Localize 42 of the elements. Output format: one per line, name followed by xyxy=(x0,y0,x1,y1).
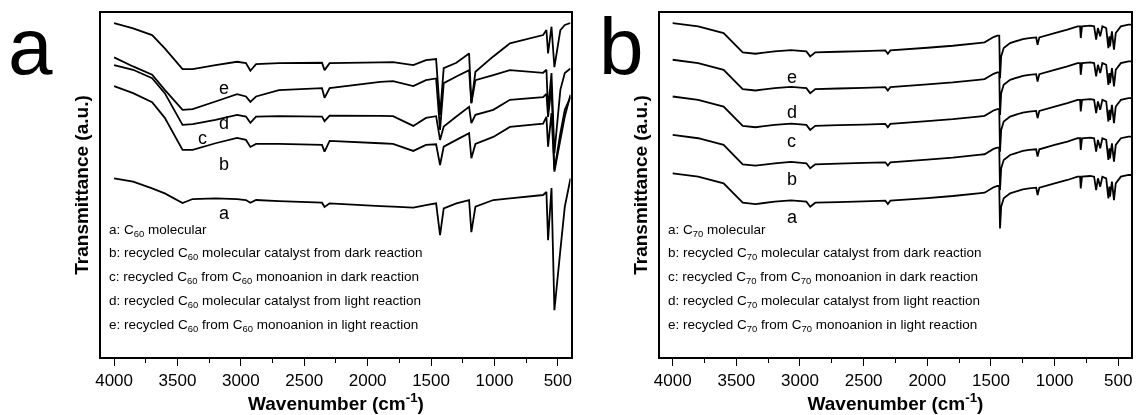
annotation: a xyxy=(219,203,230,223)
text: b xyxy=(599,2,644,91)
x-axis-title: Wavenumber (cm$^{-1}$) xyxy=(807,390,984,415)
annotation: e: recycled C$_{70}$ from C$_{70}$ monoanion in light reaction xyxy=(668,317,978,334)
annotation: c: recycled C$_{70}$ from C$_{70}$ monoanion in dark reaction xyxy=(668,269,978,286)
annotation: e xyxy=(787,67,798,87)
annotation: c xyxy=(787,131,796,151)
y-axis-title: Transmittance (a.u.) xyxy=(71,95,93,275)
annotation: d xyxy=(219,113,230,133)
x-tick-label: 1000 xyxy=(1035,371,1074,391)
x-tick-label: 4000 xyxy=(653,371,692,391)
annotation: b: recycled C$_{60}$ molecular catalyst from dark reaction xyxy=(109,245,423,262)
x-tick-label: 2000 xyxy=(348,371,387,391)
annotation: b xyxy=(787,169,798,189)
annotation: e: recycled C$_{60}$ from C$_{60}$ monoanion in light reaction xyxy=(109,317,419,334)
text: a xyxy=(8,2,53,91)
annotation: d xyxy=(787,102,798,122)
x-tick-label: 3500 xyxy=(158,371,197,391)
x-tick-label: 3000 xyxy=(781,371,819,391)
x-tick-label: 1500 xyxy=(412,371,450,391)
x-tick-label: 4000 xyxy=(95,371,133,391)
x-tick-label: 500 xyxy=(1104,371,1133,391)
annotation: d: recycled C$_{60}$ molecular catalyst from light reaction xyxy=(109,293,422,310)
annotation: c xyxy=(198,128,207,148)
x-axis-title: Wavenumber (cm$^{-1}$) xyxy=(248,390,424,415)
x-tick-label: 3000 xyxy=(221,371,260,391)
annotation: a: C$_{60}$ molecular xyxy=(109,222,208,239)
annotation: b xyxy=(219,154,230,174)
annotation: a xyxy=(787,207,798,227)
x-tick-label: 500 xyxy=(543,371,573,391)
x-tick-label: 1500 xyxy=(972,371,1010,391)
annotation: d: recycled C$_{70}$ molecular catalyst from light reaction xyxy=(668,293,981,310)
annotation: a: C$_{70}$ molecular xyxy=(668,222,767,239)
x-tick-label: 2500 xyxy=(285,371,324,391)
annotation: c: recycled C$_{60}$ from C$_{60}$ monoanion in dark reaction xyxy=(109,269,419,286)
y-axis-title: Transmittance (a.u.) xyxy=(629,95,651,275)
x-tick-label: 2500 xyxy=(844,371,883,391)
x-tick-label: 1000 xyxy=(475,371,514,391)
x-tick-label: 2000 xyxy=(908,371,947,391)
annotation: e xyxy=(219,78,230,98)
annotation: b: recycled C$_{70}$ molecular catalyst from dark reaction xyxy=(668,245,982,262)
x-tick-label: 3500 xyxy=(717,371,756,391)
